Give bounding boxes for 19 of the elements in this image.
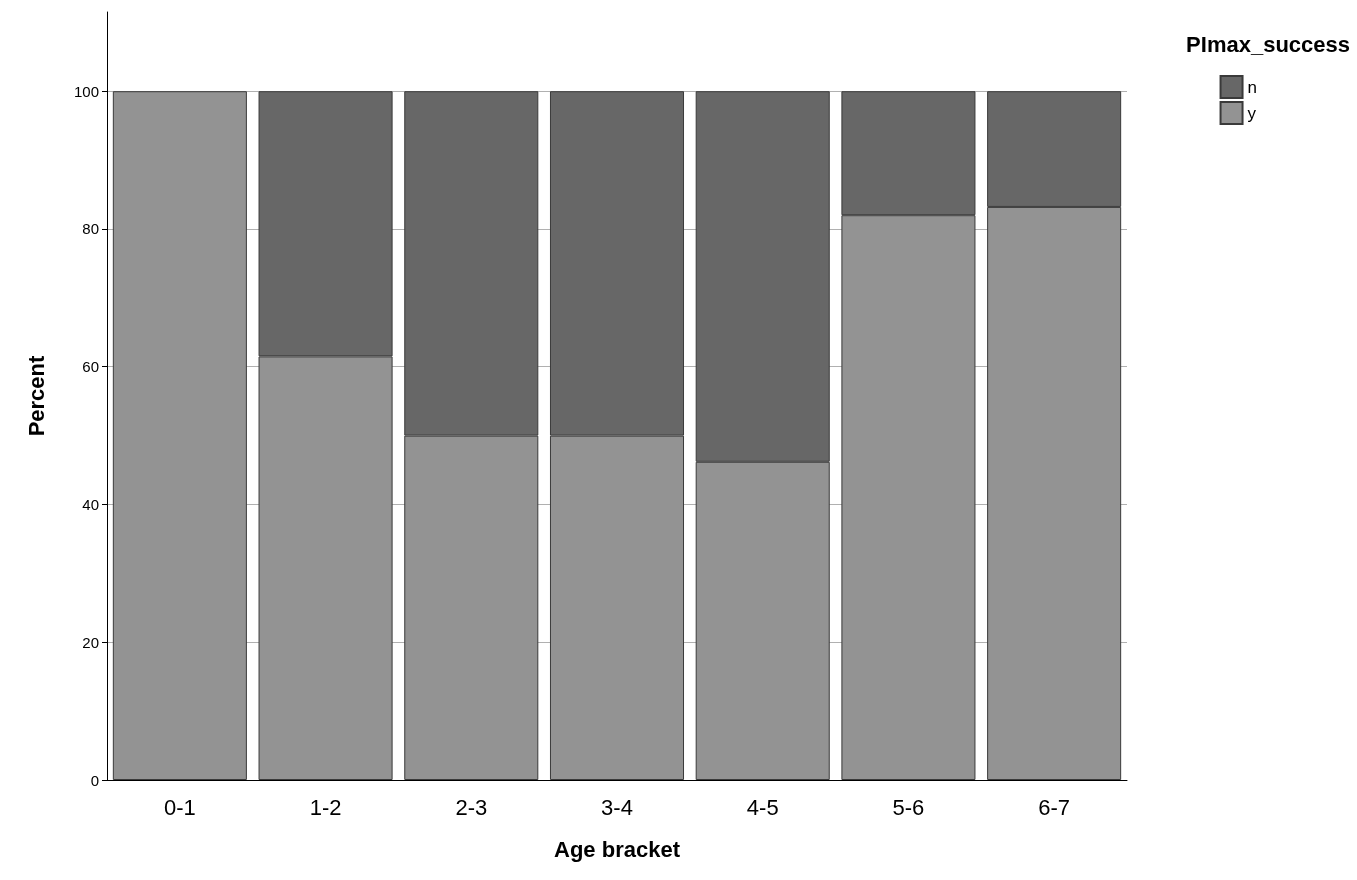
x-tick-label: 0-1	[163, 794, 196, 820]
x-axis-title: Age bracket	[554, 836, 681, 862]
x-tick-label: 1-2	[309, 794, 342, 820]
y-tick-label: 20	[82, 633, 99, 651]
y-tick-label: 80	[82, 220, 99, 238]
y-tick-label: 100	[73, 82, 99, 100]
x-tick-label: 4-5	[746, 794, 779, 820]
legend-label: y	[1247, 103, 1257, 123]
bar	[112, 91, 247, 780]
y-tick-label: 0	[90, 771, 99, 789]
legend-label: n	[1247, 77, 1258, 97]
x-tick-label: 2-3	[455, 794, 488, 820]
x-tick-label: 3-4	[601, 794, 633, 820]
y-tick-label: 60	[82, 358, 99, 376]
y-axis-title: Percent	[23, 354, 49, 437]
x-tick-label: 6-7	[1038, 794, 1071, 820]
legend-title: PImax_success	[1186, 31, 1350, 57]
x-tick-label: 5-6	[892, 794, 925, 820]
y-tick-label: 40	[82, 495, 99, 513]
